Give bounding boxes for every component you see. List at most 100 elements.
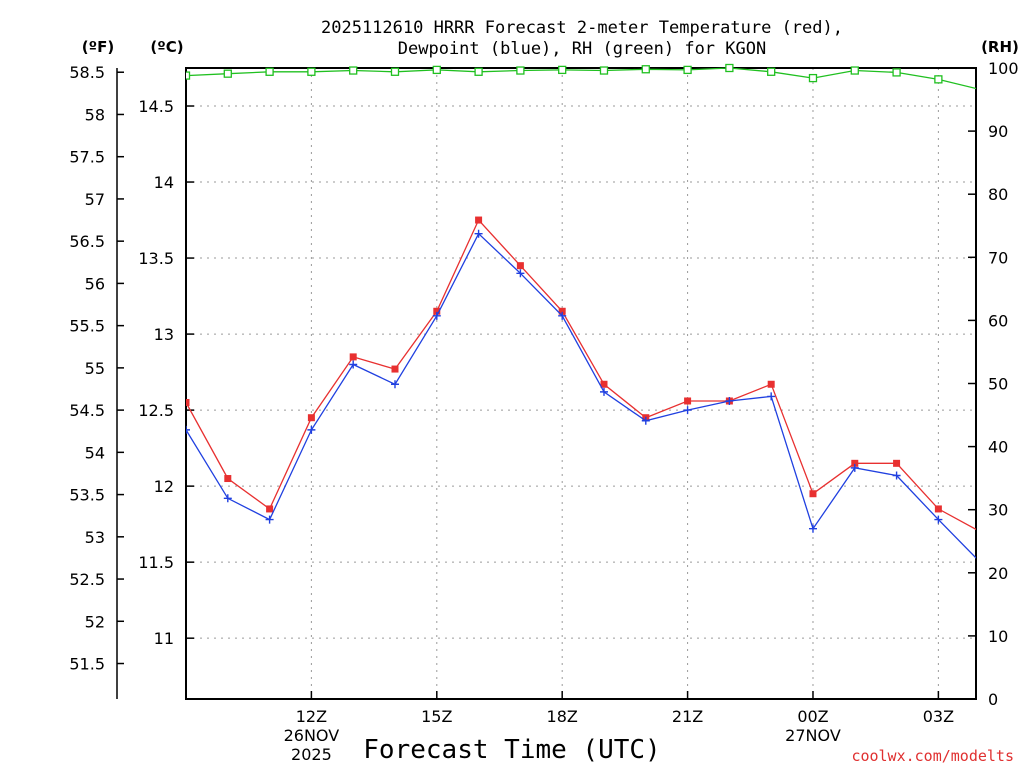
temperature-point: [558, 307, 566, 315]
rh-point: [558, 65, 567, 75]
fahrenheit-tick-label: 55.5: [69, 317, 105, 336]
rh-point: [641, 65, 650, 74]
dewpoint-line: [186, 232, 976, 559]
dewpoint-point: [186, 425, 190, 434]
source-credit: coolwx.com/modelts: [851, 747, 1014, 765]
dewpoint-point: [474, 229, 483, 238]
rh-tick-label: 20: [988, 564, 1008, 583]
dewpoint-point: [390, 380, 399, 389]
temperature-point: [391, 365, 399, 373]
temperature-point: [475, 216, 483, 224]
rh-point: [808, 73, 818, 83]
fahrenheit-tick-label: 55: [85, 359, 105, 378]
temperature-point: [307, 414, 315, 422]
series-layer: [186, 63, 984, 566]
celsius-tick-label: 12: [154, 477, 174, 496]
fahrenheit-tick-label: 53: [85, 528, 105, 547]
rh-tick-label: 100: [988, 59, 1019, 78]
temperature-point: [433, 307, 441, 315]
temperature-point: [349, 353, 357, 361]
rh-line: [186, 67, 976, 90]
rh-point: [850, 66, 859, 75]
temperature-line: [186, 218, 976, 531]
rh-point: [265, 67, 274, 76]
x-tick-date: 27NOV: [785, 726, 841, 745]
fahrenheit-tick-label: 58: [85, 105, 105, 124]
dewpoint-point: [223, 494, 232, 503]
fahrenheit-tick-label: 56.5: [69, 232, 105, 251]
dewpoint-point: [432, 311, 441, 320]
dewpoint-point: [641, 416, 650, 425]
x-tick-label: 21Z: [672, 707, 703, 726]
fahrenheit-tick-label: 53.5: [69, 486, 105, 505]
temperature-point: [516, 262, 524, 270]
dewpoint-point: [349, 360, 358, 369]
rh-point: [186, 71, 191, 80]
dewpoint-point: [516, 269, 525, 278]
x-tick-label: 00Z: [797, 707, 828, 726]
celsius-tick-label: 14.5: [138, 97, 174, 116]
temperature-point: [600, 380, 608, 388]
rh-point: [474, 67, 483, 76]
fahrenheit-tick-label: 57: [85, 190, 105, 209]
celsius-tick-label: 11.5: [138, 553, 174, 572]
rh-point: [223, 69, 232, 78]
temperature-point: [186, 399, 190, 407]
fahrenheit-tick-label: 52: [85, 612, 105, 631]
celsius-tick-label: 11: [154, 629, 174, 648]
fahrenheit-tick-label: 56: [85, 274, 105, 293]
temperature-point: [224, 475, 232, 483]
series-group: [186, 63, 984, 566]
celsius-tick-label: 13: [154, 325, 174, 344]
dewpoint-point: [767, 392, 776, 401]
temperature-point: [266, 505, 274, 513]
dewpoint-point: [892, 471, 901, 480]
rh-point: [432, 65, 441, 75]
celsius-tick-label: 13.5: [138, 249, 174, 268]
rh-unit-label: (RH): [981, 38, 1019, 56]
axes: 11 11.5 12 12.5 13 13.5 14 14.5 51.5 52 52.5 53 53.5…: [69, 59, 1018, 709]
chart-title-line1: 2025112610 HRRR Forecast 2-meter Tempera…: [321, 18, 843, 38]
dewpoint-point: [599, 387, 608, 396]
dewpoint-point: [558, 311, 567, 320]
rh-point: [307, 67, 316, 76]
dewpoint-point: [808, 524, 817, 533]
celsius-tick-label: 14: [154, 173, 174, 192]
rh-point: [892, 68, 901, 77]
x-tick-label: 18Z: [547, 707, 578, 726]
rh-tick-label: 10: [988, 627, 1008, 646]
temperature-point: [684, 397, 692, 405]
rh-tick-label: 60: [988, 311, 1008, 330]
rh-tick-label: 70: [988, 248, 1008, 267]
fahrenheit-tick-label: 57.5: [69, 148, 105, 167]
rh-point: [977, 86, 984, 93]
dewpoint-point: [976, 558, 984, 566]
fahrenheit-tick-label: 51.5: [69, 655, 105, 674]
x-tick-label: 15Z: [421, 707, 452, 726]
x-tick-year: 2025: [291, 745, 332, 764]
rh-point: [599, 66, 609, 75]
rh-tick-label: 50: [988, 375, 1008, 394]
rh-point: [934, 75, 943, 84]
chart-title-line2: Dewpoint (blue), RH (green) for KGON: [398, 39, 766, 59]
dewpoint-point: [683, 406, 692, 415]
dewpoint-point: [850, 463, 859, 472]
rh-point: [390, 67, 400, 76]
temperature-point: [934, 505, 942, 513]
rh-point: [725, 63, 734, 73]
dewpoint-point: [307, 425, 316, 434]
rh-point: [683, 65, 692, 75]
plot-frame: [185, 67, 977, 700]
rh-tick-label: 40: [988, 438, 1008, 457]
dewpoint-point: [934, 515, 943, 524]
temperature-point: [977, 528, 984, 535]
gridlines: [186, 68, 976, 699]
temperature-point: [767, 380, 775, 388]
x-tick-label: 03Z: [923, 707, 954, 726]
temperature-point: [809, 490, 817, 498]
x-axis-title: Forecast Time (UTC): [363, 735, 660, 765]
dewpoint-point: [265, 515, 274, 524]
fahrenheit-tick-label: 58.5: [69, 63, 105, 82]
